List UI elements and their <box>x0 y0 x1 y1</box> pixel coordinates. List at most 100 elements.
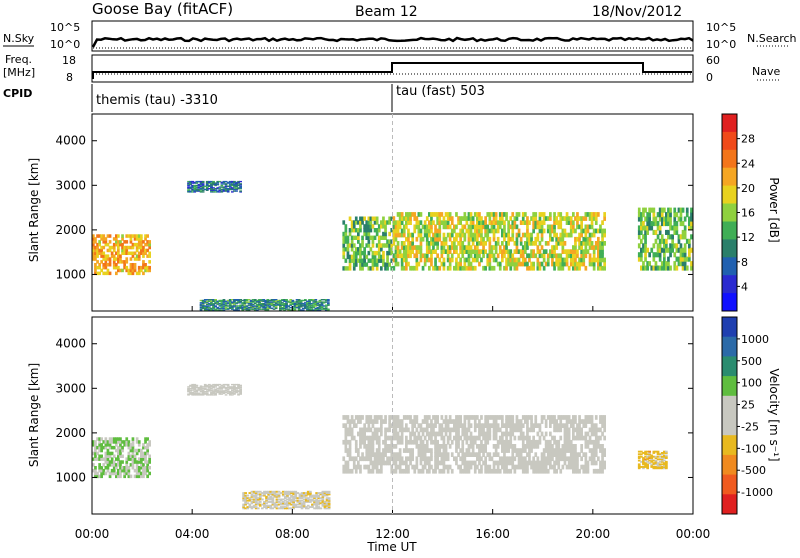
heatmap-cell <box>569 224 573 230</box>
heatmap-cell <box>133 460 137 464</box>
heatmap-cell <box>201 191 205 193</box>
heatmap-cell <box>281 303 284 306</box>
heatmap-cell <box>390 444 394 449</box>
heatmap-cell <box>135 440 139 444</box>
heatmap-cell <box>323 501 327 503</box>
heatmap-cell <box>488 415 492 420</box>
heatmap-cell <box>588 439 592 445</box>
heatmap-cell <box>503 452 506 457</box>
heatmap-cell <box>121 466 124 470</box>
heatmap-cell <box>125 463 129 467</box>
heatmap-cell <box>346 431 350 437</box>
heatmap-cell <box>115 448 118 453</box>
heatmap-cell <box>205 303 209 306</box>
heatmap-cell <box>442 456 446 462</box>
heatmap-cell <box>390 415 394 420</box>
heatmap-cell <box>667 216 670 222</box>
heatmap-cell <box>392 435 396 441</box>
heatmap-cell <box>561 415 565 420</box>
heatmap-cell <box>271 494 275 497</box>
heatmap-cell <box>254 506 258 508</box>
heatmap-cell <box>98 248 101 253</box>
heatmap-cell <box>212 309 215 311</box>
heatmap-cell <box>117 251 120 255</box>
heatmap-cell <box>325 492 329 494</box>
heatmap-cell <box>509 468 513 474</box>
heatmap-cell <box>214 390 217 392</box>
heatmap-cell <box>228 185 232 187</box>
heatmap-cell <box>252 506 256 508</box>
heatmap-cell <box>205 306 209 309</box>
heatmap-cell <box>471 415 475 420</box>
heatmap-cell <box>488 245 492 250</box>
heatmap-cell <box>371 224 375 229</box>
heatmap-cell <box>515 212 519 217</box>
heatmap-cell <box>411 423 414 428</box>
heatmap-cell <box>492 245 496 250</box>
heatmap-cell <box>455 444 458 449</box>
heatmap-cell <box>193 186 197 188</box>
heatmap-cell <box>284 490 287 493</box>
heatmap-cell <box>279 303 282 306</box>
heatmap-cell <box>363 427 366 433</box>
heatmap-cell <box>557 265 561 271</box>
heatmap-cell <box>235 181 238 184</box>
heatmap-cell <box>567 444 571 449</box>
heatmap-cell <box>569 216 573 221</box>
heatmap-cell <box>478 431 481 437</box>
heatmap-cell <box>373 415 377 420</box>
heatmap-cell <box>505 468 508 474</box>
heatmap-cell <box>394 419 398 424</box>
heatmap-cell <box>444 419 448 424</box>
heatmap-cell <box>312 304 316 306</box>
heatmap-cell <box>144 468 147 473</box>
heatmap-cell <box>324 306 328 308</box>
heatmap-cell <box>365 435 369 441</box>
heatmap-cell <box>302 493 306 496</box>
heatmap-cell <box>205 388 209 390</box>
heatmap-cell <box>205 309 209 311</box>
heatmap-cell <box>318 304 322 306</box>
heatmap-cell <box>486 431 490 437</box>
heatmap-cell <box>226 390 230 392</box>
heatmap-cell <box>478 224 481 230</box>
heatmap-cell <box>191 186 194 188</box>
heatmap-cell <box>567 253 571 259</box>
heatmap-cell <box>599 241 602 246</box>
heatmap-cell <box>542 460 546 466</box>
heatmap-cell <box>459 456 462 462</box>
heatmap-cell <box>436 460 439 466</box>
heatmap-cell <box>131 245 135 250</box>
heatmap-cell <box>656 466 660 468</box>
heatmap-cell <box>505 245 508 250</box>
heatmap-cell <box>461 224 465 230</box>
heatmap-cell <box>249 305 253 307</box>
heatmap-cell <box>133 474 137 479</box>
heatmap-cell <box>315 498 318 501</box>
heatmap-cell <box>440 452 444 457</box>
heatmap-cell <box>272 299 276 302</box>
heatmap-cell <box>665 466 668 468</box>
heatmap-cell <box>480 456 483 462</box>
heatmap-cell <box>269 492 273 494</box>
heatmap-cell <box>231 386 234 388</box>
heatmap-cell <box>384 228 387 233</box>
heatmap-cell <box>258 306 261 309</box>
heatmap-cell <box>199 303 203 306</box>
heatmap-cell <box>261 507 264 510</box>
heatmap-cell <box>459 257 462 263</box>
nsky-trace <box>91 36 694 48</box>
heatmap-cell <box>419 236 423 242</box>
heatmap-cell <box>324 307 328 310</box>
heatmap-cell <box>584 439 588 445</box>
heatmap-cell <box>312 306 316 308</box>
heatmap-cell <box>400 241 404 246</box>
heatmap-cell <box>448 257 452 263</box>
heatmap-cell <box>588 236 592 242</box>
heatmap-cell <box>310 308 313 310</box>
heatmap-cell <box>222 187 226 189</box>
heatmap-cell <box>394 468 398 474</box>
heatmap-cell <box>601 220 604 225</box>
heatmap-cell <box>652 221 656 227</box>
heatmap-cell <box>660 212 664 218</box>
